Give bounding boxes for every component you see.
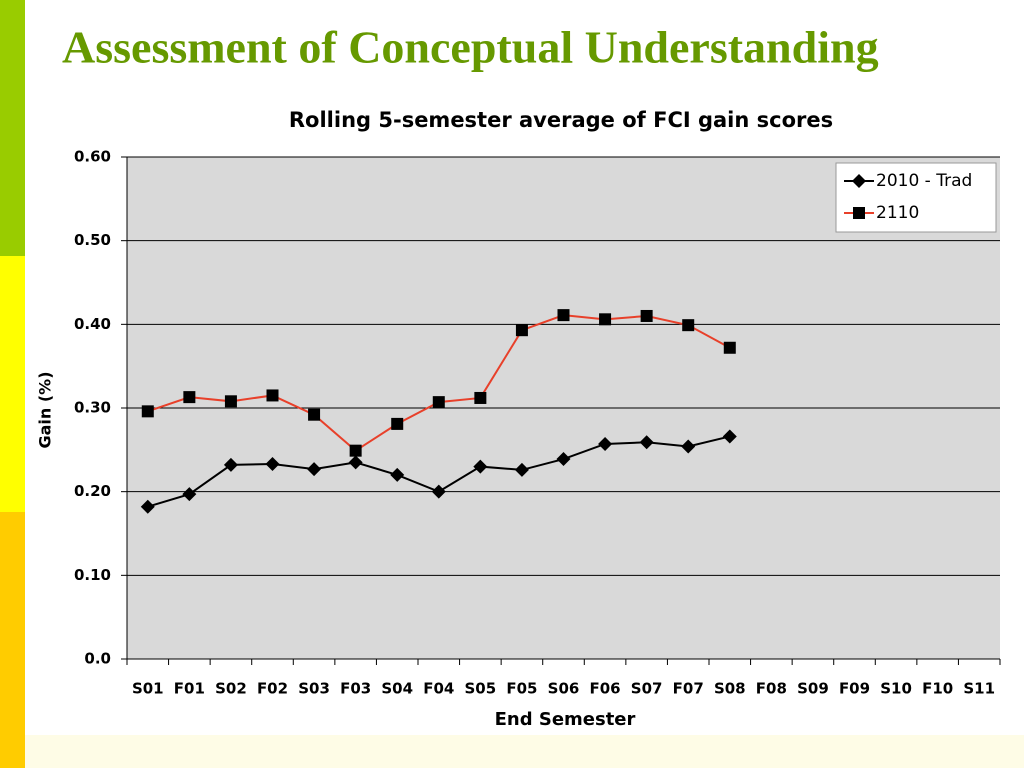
legend-label: 2010 - Trad <box>876 171 972 191</box>
data-point <box>349 444 362 457</box>
accent-yellow <box>0 256 25 512</box>
x-axis-label: End Semester <box>495 709 636 730</box>
data-point <box>348 455 363 470</box>
data-point <box>307 462 322 477</box>
x-tick-label: S05 <box>465 680 497 698</box>
accent-orange <box>0 512 25 768</box>
data-point <box>515 324 528 337</box>
y-tick-label: 0.20 <box>74 482 111 500</box>
y-axis-label: Gain (%) <box>36 371 55 448</box>
x-tick-label: S01 <box>132 680 164 698</box>
legend-marker <box>852 174 866 188</box>
data-point <box>266 389 279 402</box>
data-point <box>432 396 445 409</box>
slide-footer <box>25 735 1024 768</box>
x-tick-label: S09 <box>797 680 829 698</box>
data-point <box>265 457 280 472</box>
y-tick-label: 0.30 <box>74 399 111 417</box>
x-tick-label: S08 <box>714 680 746 698</box>
x-tick-label: S03 <box>298 680 330 698</box>
x-tick-label: S10 <box>880 680 912 698</box>
y-tick-label: 0.40 <box>74 315 111 333</box>
x-tick-label: S11 <box>963 680 995 698</box>
data-point <box>182 487 197 502</box>
data-point <box>431 484 446 499</box>
data-point <box>514 462 529 477</box>
x-tick-label: F03 <box>340 680 371 698</box>
data-point <box>640 309 653 322</box>
x-tick-label: F09 <box>839 680 870 698</box>
x-tick-label: S07 <box>631 680 663 698</box>
data-point <box>141 405 154 418</box>
data-point <box>140 499 155 514</box>
y-tick-label: 0.10 <box>74 566 111 584</box>
legend-marker <box>853 207 865 219</box>
data-point <box>390 467 405 482</box>
x-tick-label: F01 <box>174 680 205 698</box>
slide-title: Assessment of Conceptual Understanding <box>62 22 879 73</box>
data-point <box>639 435 654 450</box>
x-tick-label: S02 <box>215 680 247 698</box>
x-tick-label: F04 <box>423 680 454 698</box>
data-point <box>308 408 321 421</box>
data-point <box>223 457 238 472</box>
data-point <box>682 319 695 332</box>
x-tick-label: F05 <box>506 680 537 698</box>
x-tick-label: S04 <box>381 680 413 698</box>
y-tick-label: 0.60 <box>74 148 111 166</box>
accent-green <box>0 0 25 256</box>
data-point <box>224 395 237 408</box>
x-tick-label: F08 <box>756 680 787 698</box>
y-tick-label: 0.50 <box>74 231 111 249</box>
chart-title: Rolling 5-semester average of FCI gain s… <box>289 108 833 132</box>
data-point <box>681 439 696 454</box>
data-point <box>183 391 196 404</box>
x-tick-label: S06 <box>548 680 580 698</box>
x-tick-label: F07 <box>673 680 704 698</box>
data-point <box>556 452 571 467</box>
x-tick-label: F02 <box>257 680 288 698</box>
x-tick-label: F06 <box>590 680 621 698</box>
data-point <box>723 341 736 354</box>
y-tick-label: 0.0 <box>84 650 111 668</box>
data-point <box>722 429 737 444</box>
data-point <box>473 459 488 474</box>
data-point <box>557 309 570 322</box>
data-point <box>599 313 612 326</box>
x-tick-label: F10 <box>922 680 953 698</box>
data-point <box>598 436 613 451</box>
legend-box <box>835 162 997 233</box>
data-point <box>391 417 404 430</box>
legend-label: 2110 <box>876 203 919 223</box>
data-point <box>474 391 487 404</box>
